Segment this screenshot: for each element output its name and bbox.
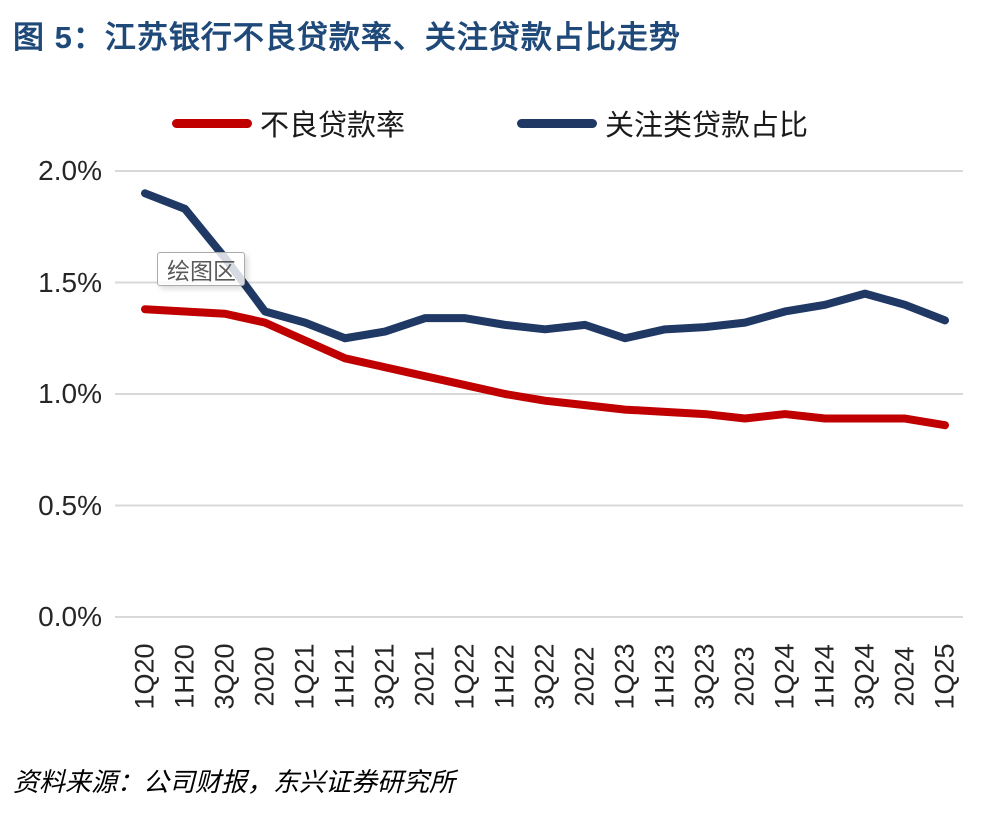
y-axis-tick-label: 0.0% <box>38 601 102 632</box>
x-axis-tick-label: 3Q24 <box>849 643 880 710</box>
special-mention-legend-label: 关注类贷款占比 <box>605 110 809 142</box>
plot-area-tooltip: 绘图区 <box>157 252 245 286</box>
legend-item-npl[interactable]: 不良贷款率 <box>172 106 405 142</box>
legend-item-special-mention[interactable]: 关注类贷款占比 <box>517 106 808 142</box>
x-axis-tick-label: 2023 <box>729 646 760 707</box>
x-axis-tick-label: 3Q20 <box>209 643 240 710</box>
y-axis-tick-label: 0.5% <box>38 489 102 521</box>
x-axis-tick-label: 1Q24 <box>769 643 800 710</box>
x-axis-tick-label: 1H20 <box>169 644 200 709</box>
x-axis-tick-label: 1H21 <box>329 644 360 709</box>
y-axis-tick-label: 2.0% <box>38 155 102 186</box>
x-axis-tick-label: 1Q21 <box>289 643 320 710</box>
figure-title: 图 5：江苏银行不良贷款率、关注贷款占比走势 <box>13 20 681 55</box>
special-mention-legend-swatch <box>517 118 597 128</box>
x-axis-tick-label: 2022 <box>569 646 600 707</box>
x-axis-tick-label: 1H23 <box>649 644 680 709</box>
special-mention-line[interactable] <box>141 189 949 343</box>
x-axis-tick-label: 1H24 <box>809 644 840 709</box>
x-axis-tick-label: 2020 <box>249 646 280 707</box>
npl-ratio-line[interactable] <box>141 305 949 430</box>
source-note: 资料来源：公司财报，东兴证券研究所 <box>13 768 456 797</box>
x-axis-tick-label: 1Q20 <box>129 643 160 710</box>
x-axis-tick-label: 3Q21 <box>369 643 400 710</box>
x-axis-tick-label: 3Q23 <box>689 643 720 710</box>
npl-legend-label: 不良贷款率 <box>260 110 406 142</box>
x-axis-tick-label: 1Q23 <box>609 643 640 710</box>
x-axis-tick-label: 3Q22 <box>529 643 560 710</box>
y-axis-tick-label: 1.0% <box>38 378 102 409</box>
y-axis-tick-label: 1.5% <box>38 266 102 298</box>
x-axis-tick-label: 2021 <box>409 646 440 707</box>
x-axis-tick-label: 2024 <box>889 646 920 707</box>
x-axis-tick-label: 1Q25 <box>929 643 960 710</box>
npl-legend-swatch <box>172 118 252 128</box>
x-axis-tick-label: 1Q22 <box>449 643 480 710</box>
x-axis-tick-label: 1H22 <box>489 644 520 709</box>
plot-area-tooltip-label: 绘图区 <box>167 258 236 284</box>
